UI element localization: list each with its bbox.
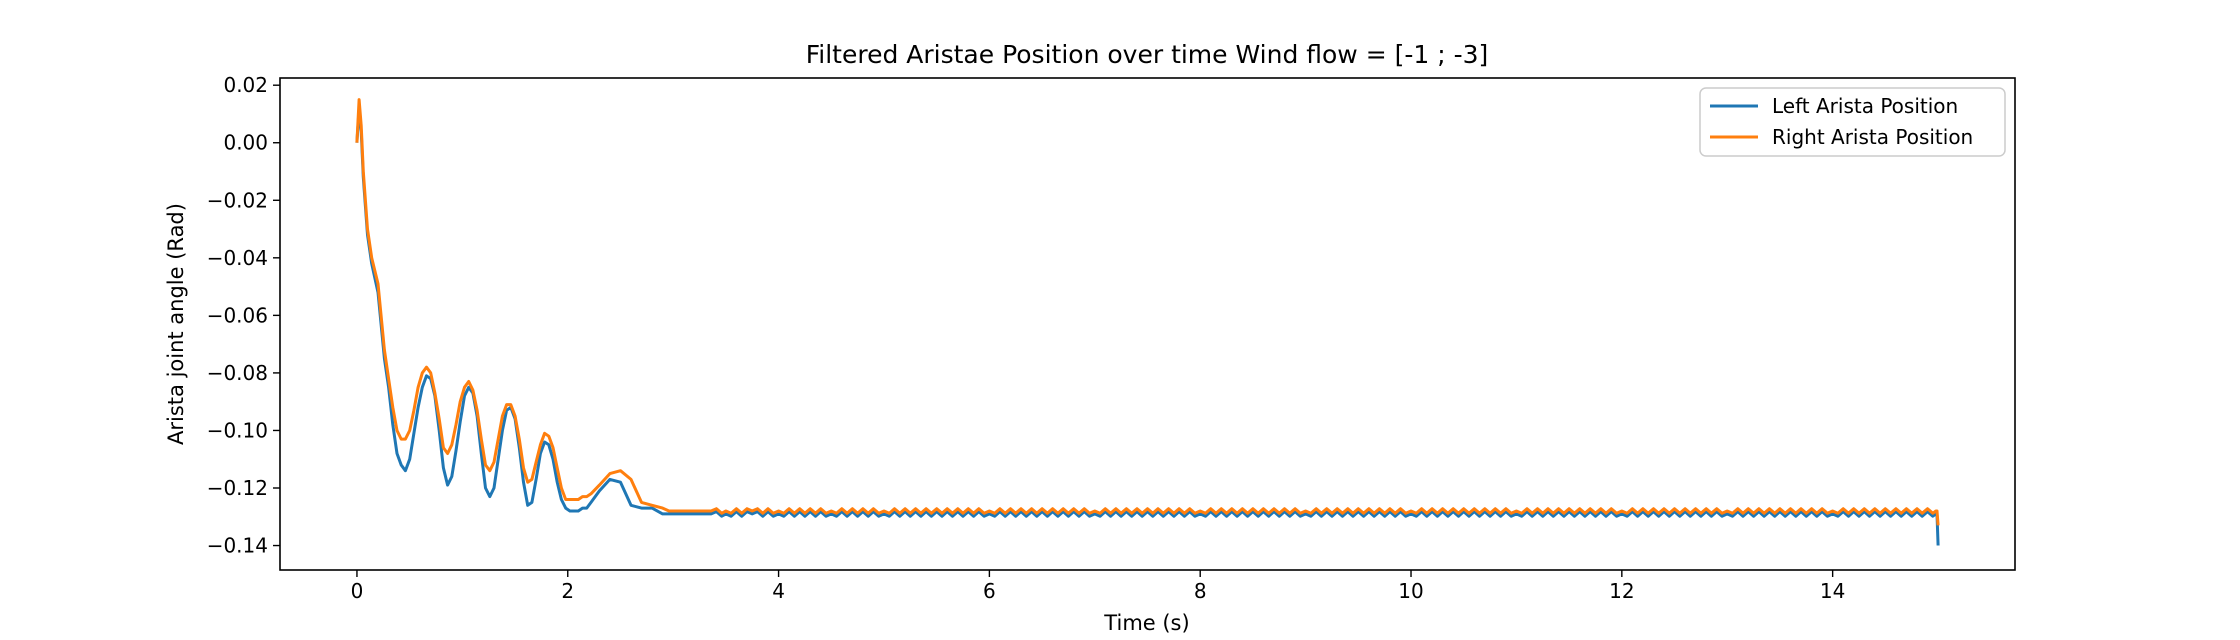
x-tick-label: 0 — [351, 579, 364, 603]
y-axis-ticks: 0.02 0.00 −0.02 −0.04 −0.06 −0.08 −0.10 −0.12 −0… — [207, 73, 280, 558]
x-tick-label: 14 — [1820, 579, 1845, 603]
y-tick-label: −0.02 — [207, 188, 268, 212]
series-line-left-arista — [355, 106, 1940, 546]
x-tick-label: 6 — [983, 579, 996, 603]
x-tick-label: 4 — [772, 579, 785, 603]
y-axis-label: Arista joint angle (Rad) — [164, 203, 188, 445]
x-tick-label: 10 — [1398, 579, 1423, 603]
x-axis-label: Time (s) — [1103, 611, 1189, 635]
x-tick-label: 2 — [561, 579, 574, 603]
legend-label-left: Left Arista Position — [1772, 94, 1958, 118]
y-tick-label: −0.10 — [207, 418, 268, 442]
y-tick-label: −0.14 — [207, 534, 268, 558]
x-tick-label: 8 — [1194, 579, 1207, 603]
plot-lines — [355, 98, 1940, 546]
x-axis-ticks: 0 2 4 6 8 10 12 14 — [351, 570, 1845, 603]
y-tick-label: 0.02 — [223, 73, 268, 97]
plot-frame — [279, 77, 2016, 571]
y-tick-label: −0.04 — [207, 246, 268, 270]
y-tick-label: 0.00 — [223, 131, 268, 155]
x-tick-label: 12 — [1609, 579, 1634, 603]
y-tick-label: −0.08 — [207, 361, 268, 385]
series-line-right-arista — [355, 98, 1940, 526]
legend: Left Arista Position Right Arista Positi… — [1699, 87, 2006, 157]
y-tick-label: −0.06 — [207, 303, 268, 327]
y-tick-label: −0.12 — [207, 476, 268, 500]
legend-label-right: Right Arista Position — [1772, 125, 1973, 149]
chart-title: Filtered Aristae Position over time Wind… — [806, 40, 1489, 69]
legend-box — [1699, 87, 2006, 157]
